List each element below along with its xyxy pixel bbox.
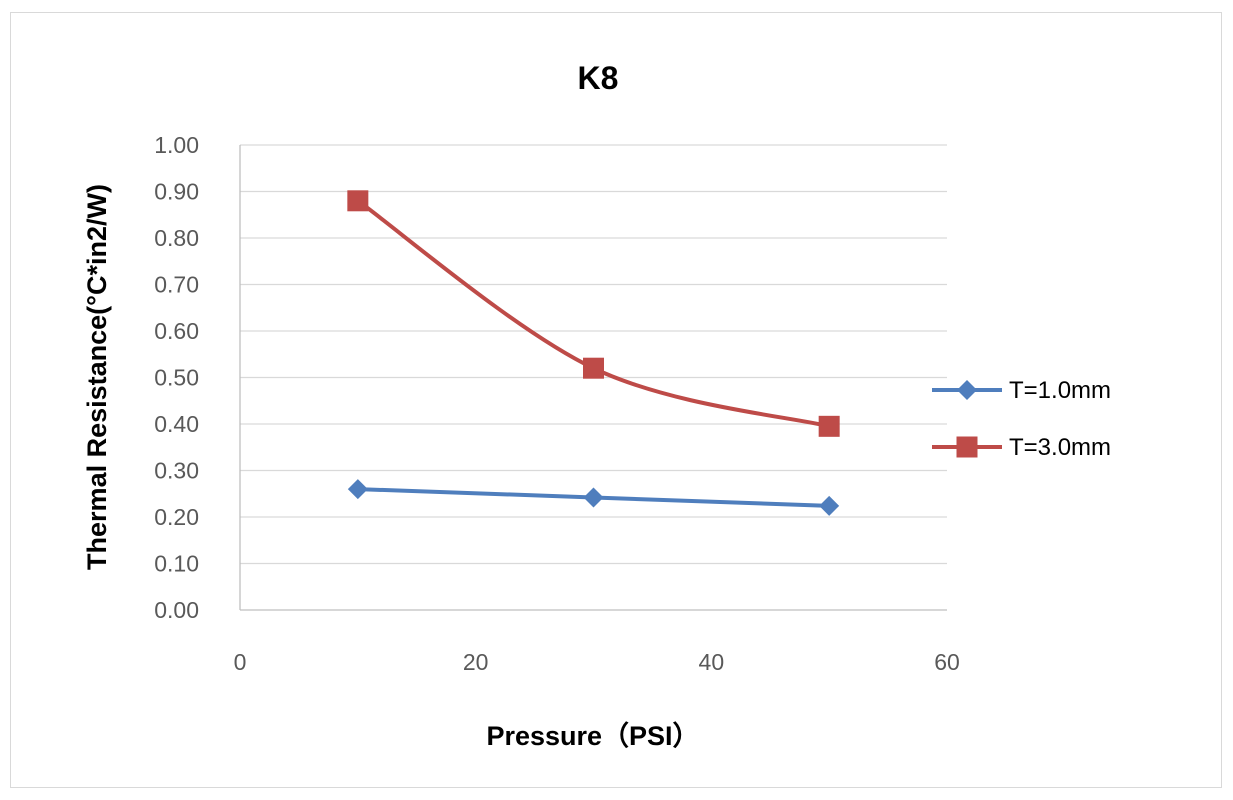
axes bbox=[239, 145, 947, 611]
data-point bbox=[347, 479, 368, 500]
series bbox=[347, 190, 840, 516]
y-axis-title: Thermal Resistance(°C*in2/W) bbox=[82, 184, 112, 570]
chart-frame bbox=[10, 12, 1222, 788]
legend-entry: T=3.0mm bbox=[932, 434, 1111, 461]
legend-marker bbox=[957, 380, 977, 400]
x-tick-label: 20 bbox=[463, 649, 489, 675]
y-tick-label: 1.00 bbox=[154, 132, 199, 158]
legend-entry: T=1.0mm bbox=[932, 377, 1111, 404]
x-tick-label: 0 bbox=[234, 649, 247, 675]
legend-marker bbox=[956, 436, 978, 458]
data-point bbox=[818, 415, 840, 437]
legend-label: T=3.0mm bbox=[1009, 434, 1111, 461]
data-point bbox=[583, 357, 604, 379]
chart-title: K8 bbox=[578, 60, 619, 96]
series-line bbox=[355, 198, 832, 429]
y-tick-label: 0.60 bbox=[154, 318, 199, 344]
series-1 bbox=[347, 479, 840, 516]
y-tick-label: 0.50 bbox=[154, 365, 199, 391]
legend: T=1.0mm T=3.0mm bbox=[932, 377, 1111, 461]
y-tick-label: 0.40 bbox=[154, 411, 199, 437]
y-tick-label: 0.20 bbox=[154, 504, 199, 530]
y-tick-label: 0.90 bbox=[154, 179, 199, 205]
legend-label: T=1.0mm bbox=[1009, 377, 1111, 404]
y-tick-label: 0.30 bbox=[154, 458, 199, 484]
data-point bbox=[819, 495, 840, 516]
y-tick-label: 0.00 bbox=[154, 597, 199, 623]
x-axis-title: Pressure（PSI） bbox=[486, 721, 699, 751]
y-tick-label: 0.10 bbox=[154, 551, 199, 577]
y-axis-tick-labels: 0.00 0.10 0.20 0.30 0.40 0.50 0.60 0.70 0.80 0.90… bbox=[154, 132, 199, 623]
y-tick-label: 0.80 bbox=[154, 225, 199, 251]
x-axis-tick-labels: 0 20 40 60 bbox=[234, 649, 960, 675]
series-2 bbox=[347, 190, 840, 437]
y-tick-label: 0.70 bbox=[154, 272, 199, 298]
data-point bbox=[583, 487, 604, 508]
data-point bbox=[347, 190, 369, 212]
x-tick-label: 60 bbox=[934, 649, 960, 675]
x-tick-label: 40 bbox=[699, 649, 725, 675]
